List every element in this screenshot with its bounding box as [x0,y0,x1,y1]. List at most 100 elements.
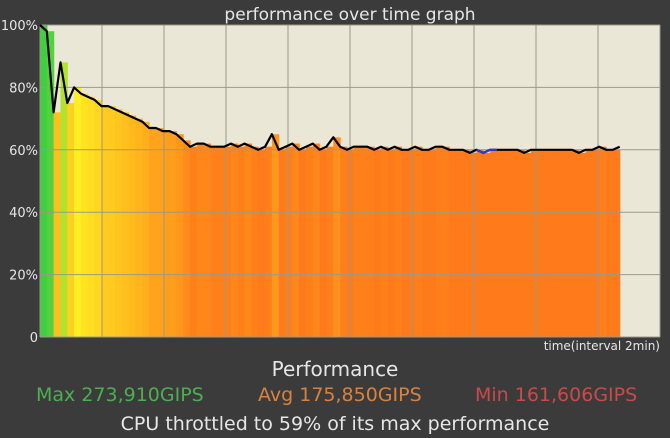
fill-bar [162,131,171,337]
fill-bar [237,146,246,337]
fill-bar [121,112,130,337]
fill-bar [428,149,437,337]
max-performance: Max 273,910GIPS [36,384,204,406]
x-axis-label: time(interval 2min) [544,339,660,353]
fill-bar [244,143,253,337]
performance-heading: Performance [271,357,399,381]
fill-bar [531,149,539,337]
y-tick-label: 0 [30,331,38,346]
fill-bar [524,152,532,337]
avg-performance: Avg 175,850GIPS [258,384,422,406]
grid-lines [39,24,661,338]
fill-bar [67,103,75,337]
fill-bar [217,146,225,337]
y-tick-label: 20% [9,269,38,284]
fill-bar [612,149,621,337]
fill-bar [544,149,553,337]
fill-bar [251,146,259,337]
fill-bar [558,149,566,337]
fill-bar [367,146,375,337]
fill-bar [442,146,450,337]
fill-bar [94,99,102,337]
min-performance: Min 161,606GIPS [475,384,638,406]
fill-bar [592,149,600,337]
fill-bar [176,134,184,337]
stats-row: Max 273,910GIPS Avg 175,850GIPS Min 161,… [0,384,670,412]
fill-bar [565,149,573,337]
fill-bar [169,131,177,337]
y-tick-label: 40% [9,206,38,221]
fill-bar [571,149,580,337]
fill-bar [40,25,48,337]
fill-bar [537,149,546,337]
y-tick-label: 60% [9,144,38,159]
fill-bar [435,146,443,337]
fill-bar [128,115,137,337]
fill-bar [503,149,512,337]
fill-bar [340,146,348,337]
performance-chart: performance over time graph 0 20% 40% 60% 80… [1,5,661,353]
fill-bar [578,152,587,337]
fill-bar [299,149,307,337]
fill-bar [476,149,484,337]
fill-bar [183,140,191,337]
performance-line [39,24,621,154]
fill-bar [155,127,164,338]
fill-bar [462,149,471,337]
performance-line-highlight [476,148,497,155]
fill-bar [190,146,198,337]
fill-bar [46,31,55,338]
fill-bar [449,149,457,337]
fill-bar [305,146,314,337]
fill-bar [353,146,362,337]
fill-bar [483,152,491,337]
fill-bar [496,149,505,337]
y-tick-label: 100% [1,19,38,34]
fill-bar [53,112,62,337]
fill-bar [292,143,300,337]
fill-bar [381,146,389,337]
fill-bar [203,143,212,337]
throttle-message: CPU throttled to 59% of its max performa… [120,413,550,435]
fill-bar [606,149,614,337]
fill-bar [115,109,123,338]
fill-bar [258,149,266,337]
fill-bar [456,149,464,337]
fill-bar [490,149,498,337]
fill-bar [401,149,409,337]
fill-bar [599,146,607,337]
fill-bar [319,149,328,337]
fill-bar [421,149,430,337]
fill-bar [551,149,559,337]
fill-bar [265,146,273,337]
fill-bar [333,137,341,337]
fill-bar [585,149,594,337]
fill-bar [415,146,423,337]
fill-bar [60,62,68,337]
fill-bar [230,143,239,337]
stats-panel: Performance Max 273,910GIPS Avg 175,850G… [0,356,670,435]
fill-bar [108,106,116,338]
fill-bar [210,146,218,337]
chart-title: performance over time graph [224,5,475,25]
fill-bar [346,149,355,337]
fill-bar [374,149,382,337]
fill-bar [387,149,396,337]
fill-bar [80,93,89,337]
fill-bar [517,149,525,337]
y-tick-label: 80% [9,81,38,96]
fill-bar [326,146,334,337]
fill-bar [149,127,157,338]
fill-bar [142,121,150,337]
fill-bar [135,118,143,337]
fill-bar [278,149,287,337]
performance-fill [40,25,621,338]
fill-bar [224,146,232,337]
fill-bar [87,96,96,337]
fill-bar [360,146,368,337]
fill-bar [285,146,293,337]
fill-bar [510,149,518,337]
fill-bar [101,106,109,338]
fill-bar [394,146,403,337]
fill-bar [469,152,478,337]
